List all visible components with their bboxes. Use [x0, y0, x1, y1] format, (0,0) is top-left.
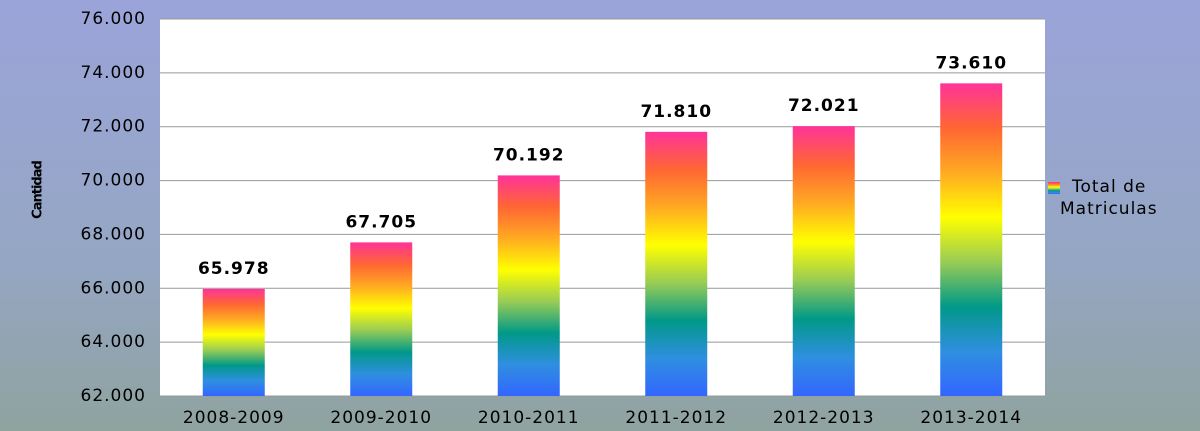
y-tick-label: 64.000 — [81, 332, 146, 352]
y-tick-label: 68.000 — [81, 224, 146, 244]
bar — [792, 126, 855, 396]
legend-swatch — [1048, 182, 1060, 194]
y-tick-label: 62.000 — [81, 386, 146, 406]
plot-area — [160, 19, 1045, 396]
legend-label: Total de Matriculas — [1060, 177, 1158, 219]
x-tick-label: 2008-2009 — [183, 408, 285, 428]
data-label: 65.978 — [198, 259, 270, 279]
data-label: 70.192 — [493, 145, 565, 165]
bar — [645, 131, 708, 396]
y-tick-label: 72.000 — [81, 117, 146, 137]
bar — [202, 288, 265, 396]
data-label: 71.810 — [640, 102, 712, 122]
y-tick-label: 66.000 — [81, 278, 146, 298]
data-label: 73.610 — [935, 53, 1007, 73]
x-tick-label: 2013-2014 — [920, 408, 1022, 428]
bar — [497, 175, 560, 396]
bar — [350, 242, 413, 396]
x-tick-label: 2011-2012 — [625, 408, 727, 428]
data-label: 72.021 — [788, 96, 860, 116]
bar — [940, 83, 1003, 396]
y-tick-label: 76.000 — [81, 9, 146, 29]
y-tick-label: 74.000 — [81, 63, 146, 83]
x-tick-label: 2009-2010 — [330, 408, 432, 428]
y-axis-label: Cantidad — [31, 160, 46, 218]
data-label: 67.705 — [345, 212, 417, 232]
x-tick-label: 2010-2011 — [478, 408, 580, 428]
x-tick-label: 2012-2013 — [773, 408, 875, 428]
y-tick-label: 70.000 — [81, 171, 146, 191]
